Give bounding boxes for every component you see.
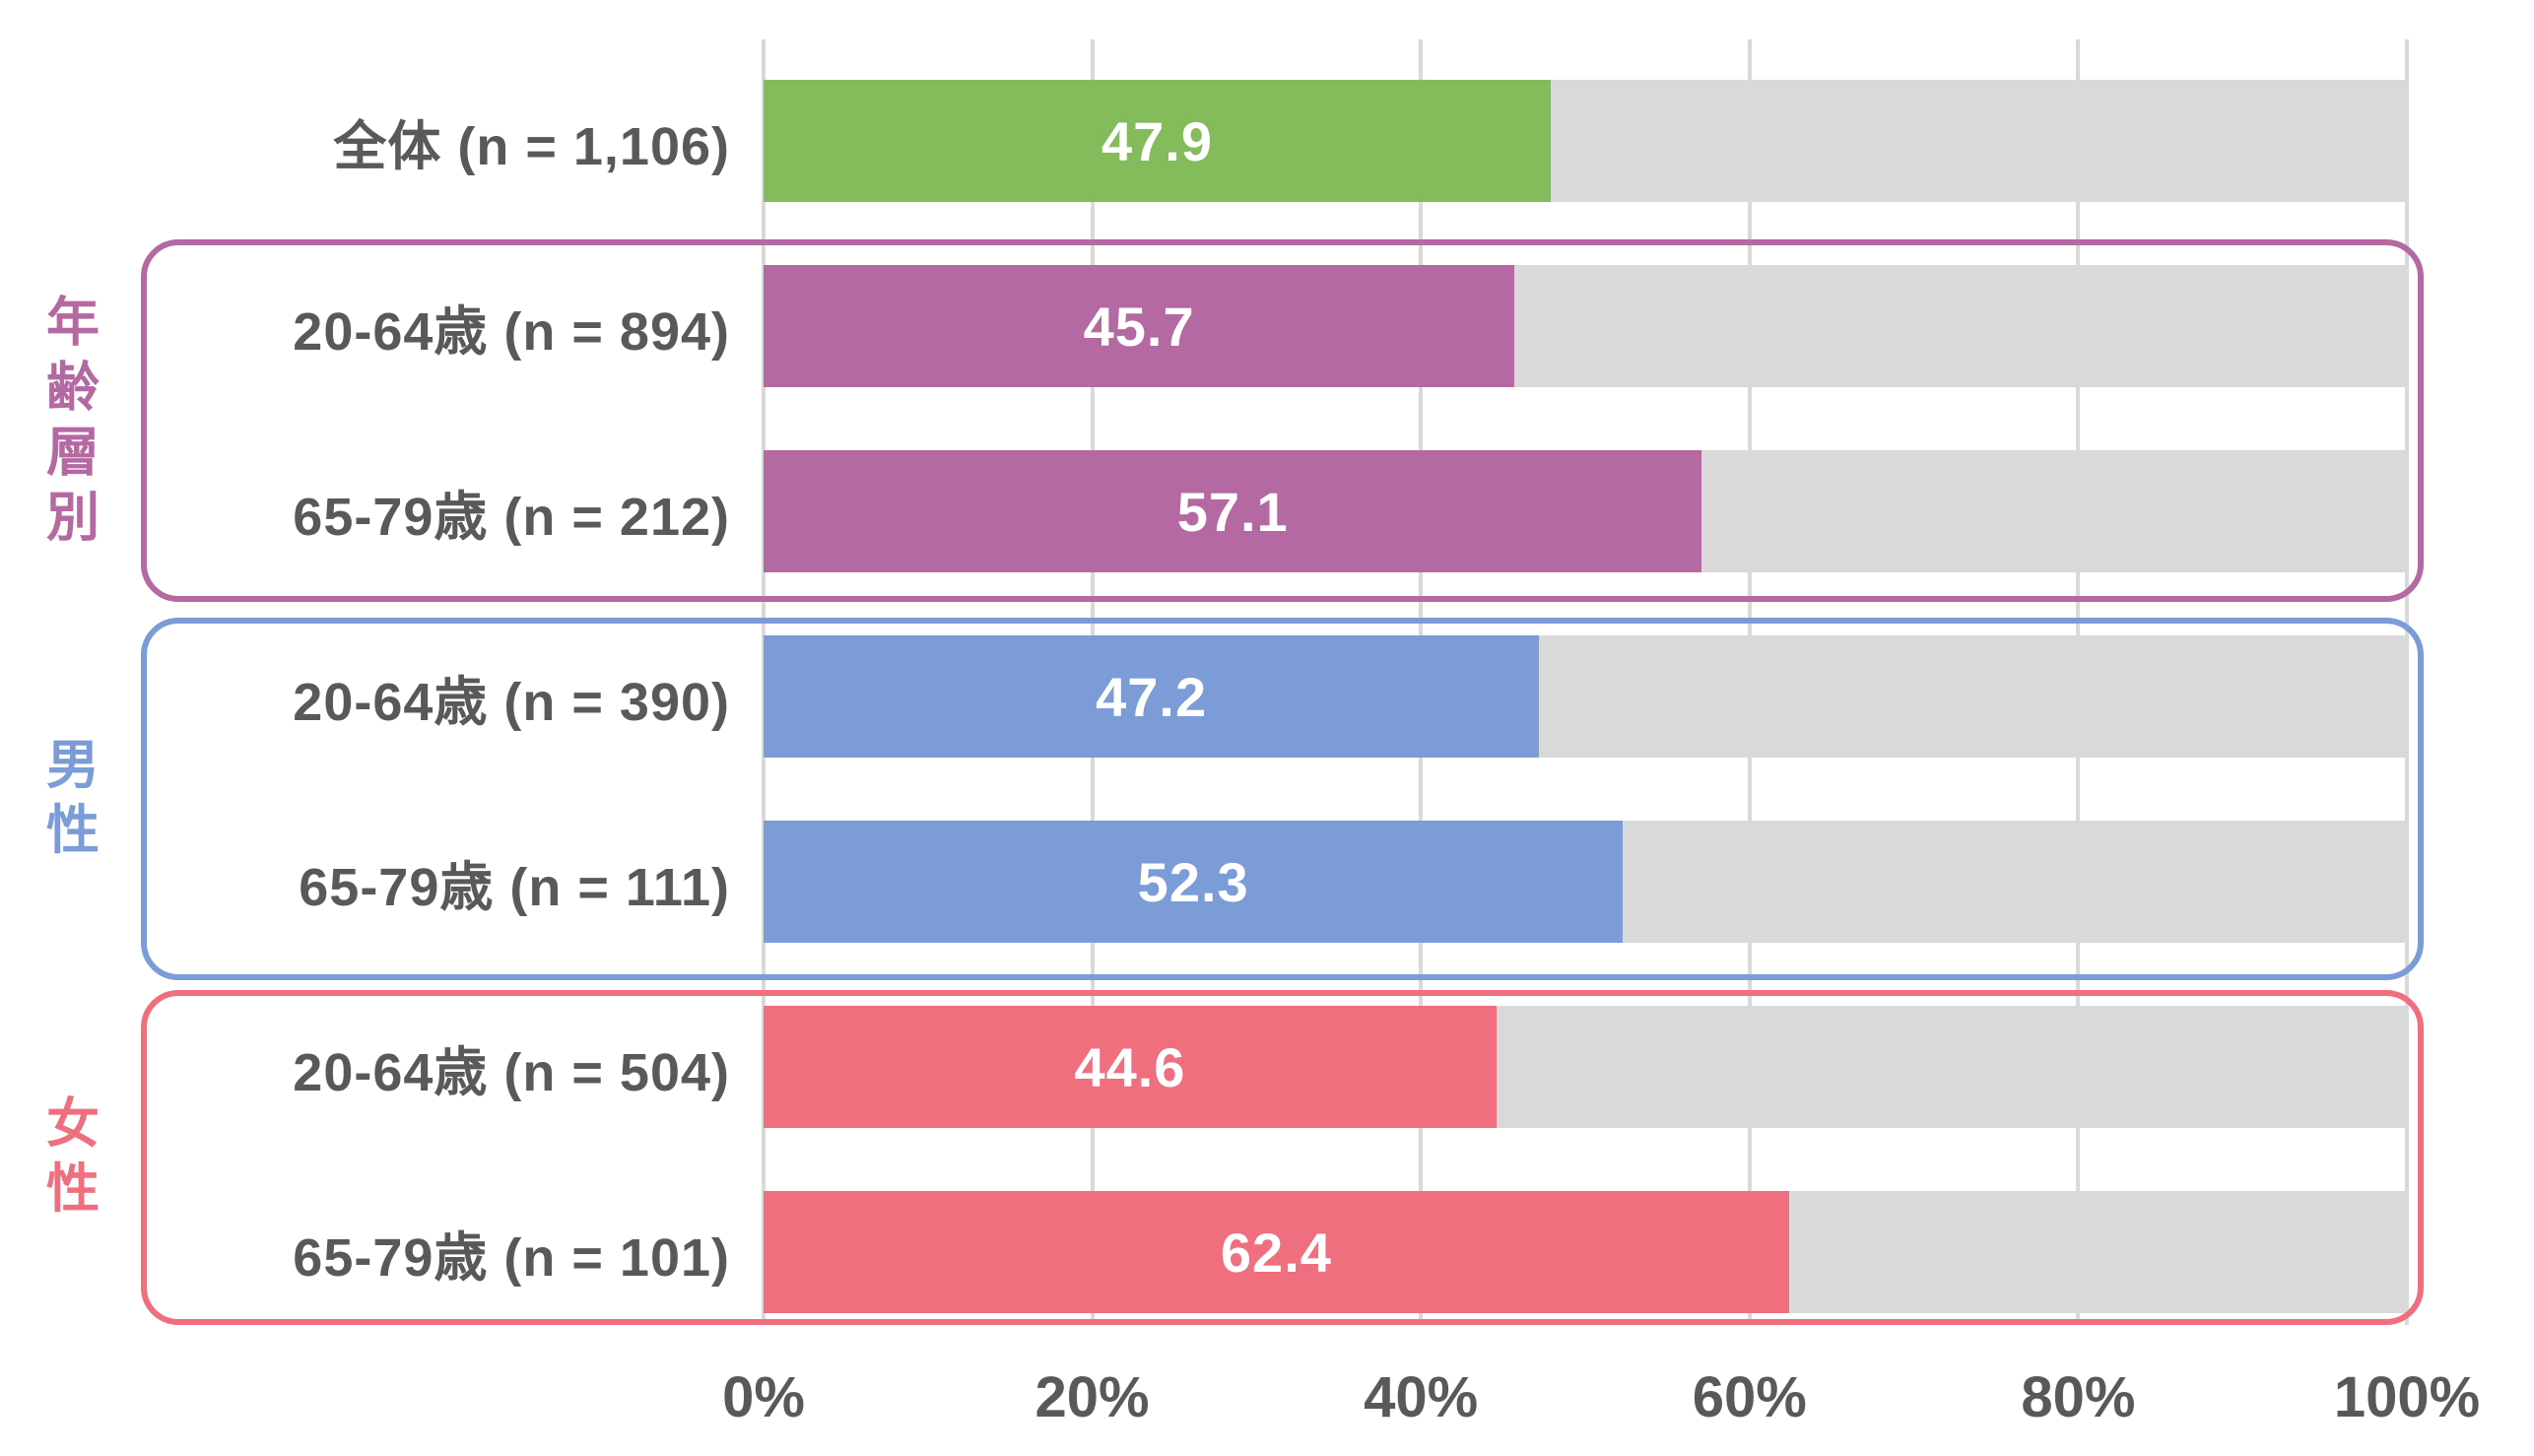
bar-track: 44.6 (764, 1006, 2407, 1128)
bar-row: 全体 (n = 1,106) 47.9 (0, 80, 2534, 202)
row-label: 20-64歳 (n = 894) (293, 301, 730, 362)
bar-fill: 62.4 (764, 1191, 1789, 1313)
x-axis-tick-label: 40% (1364, 1364, 1479, 1429)
x-axis-tick-label: 80% (2021, 1364, 2136, 1429)
row-label: 65-79歳 (n = 111) (299, 857, 730, 917)
group-label-char: 性 (46, 801, 100, 860)
group-box-2 (141, 618, 2424, 980)
bar-track: 47.9 (764, 80, 2407, 202)
group-box-1 (141, 239, 2424, 602)
x-axis-tick-label: 20% (1034, 1364, 1150, 1429)
bar-value-label: 62.4 (1220, 1221, 1332, 1284)
group-box-3 (141, 990, 2424, 1325)
group-label-2: 男性 (22, 734, 124, 864)
bar-fill: 57.1 (764, 450, 1702, 572)
bar-row: 20-64歳 (n = 894) 45.7 (0, 265, 2534, 387)
bar-track: 52.3 (764, 821, 2407, 943)
bar-value-label: 44.6 (1074, 1035, 1186, 1098)
group-label-char: 性 (46, 1159, 100, 1219)
group-label-char: 齢 (46, 358, 100, 418)
group-label-3: 女性 (22, 1092, 124, 1223)
bar-value-label: 47.2 (1096, 665, 1208, 728)
bar-fill: 47.2 (764, 635, 1540, 758)
row-label: 65-79歳 (n = 101) (293, 1227, 730, 1288)
bar-fill: 47.9 (764, 80, 1551, 202)
group-label-char: 別 (46, 487, 100, 547)
x-axis-tick-label: 0% (722, 1364, 805, 1429)
row-label: 20-64歳 (n = 390) (293, 672, 730, 732)
gridline (2405, 39, 2409, 1325)
x-axis-tick-label: 60% (1692, 1364, 1807, 1429)
row-label: 65-79歳 (n = 212) (293, 487, 730, 547)
group-label-char: 年 (46, 293, 100, 353)
x-axis-tick-label: 100% (2333, 1364, 2481, 1429)
group-label-char: 層 (46, 423, 100, 482)
bar-row: 65-79歳 (n = 212) 57.1 (0, 450, 2534, 572)
bar-row: 20-64歳 (n = 390) 47.2 (0, 635, 2534, 758)
group-label-char: 女 (46, 1094, 100, 1155)
bar-row: 65-79歳 (n = 111) 52.3 (0, 821, 2534, 943)
bar-value-label: 57.1 (1176, 480, 1289, 543)
bar-track: 47.2 (764, 635, 2407, 758)
group-label-char: 男 (46, 736, 100, 796)
bar-value-label: 52.3 (1137, 850, 1249, 913)
group-label-1: 年齢層別 (22, 291, 124, 551)
bar-row: 65-79歳 (n = 101) 62.4 (0, 1191, 2534, 1313)
bar-value-label: 47.9 (1100, 109, 1213, 172)
bar-track: 45.7 (764, 265, 2407, 387)
bar-track: 57.1 (764, 450, 2407, 572)
bar-track: 62.4 (764, 1191, 2407, 1313)
bar-row: 20-64歳 (n = 504) 44.6 (0, 1006, 2534, 1128)
bar-fill: 45.7 (764, 265, 1515, 387)
bar-fill: 52.3 (764, 821, 1624, 943)
bar-fill: 44.6 (764, 1006, 1497, 1128)
row-label: 20-64歳 (n = 504) (293, 1042, 730, 1102)
row-label: 全体 (n = 1,106) (333, 116, 730, 176)
bar-value-label: 45.7 (1083, 295, 1195, 358)
